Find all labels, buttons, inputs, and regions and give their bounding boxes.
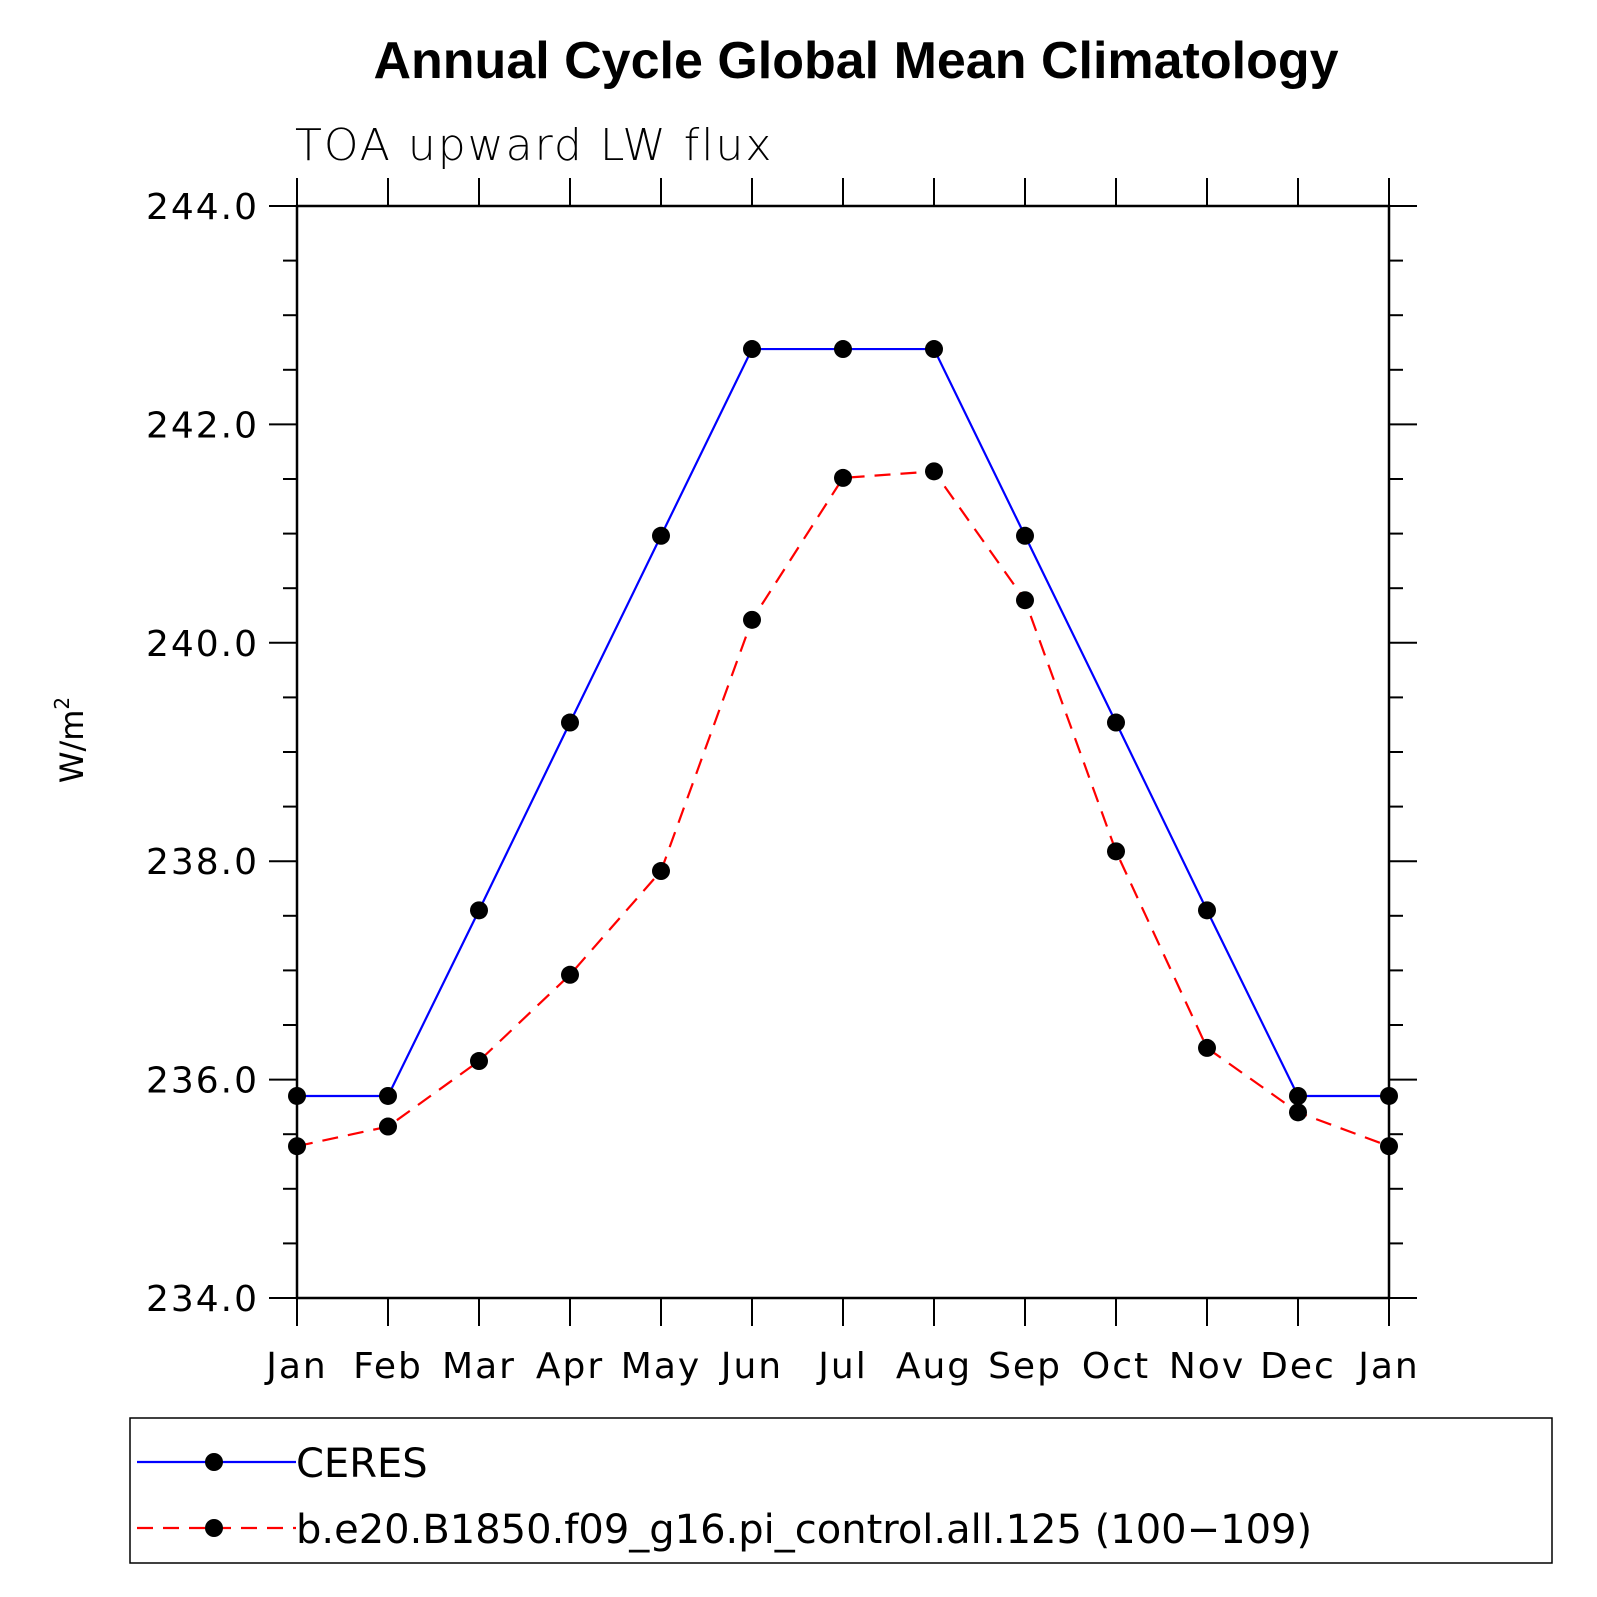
series-2-point xyxy=(925,462,943,481)
plot-frame xyxy=(295,204,1391,1300)
legend-label-1: CERES xyxy=(296,1441,428,1487)
series-line-1 xyxy=(297,347,1389,1098)
chart-subtitle: TOA upward LW flux xyxy=(295,120,773,171)
legend: CERES b.e20.B1850.f09_g16.pi_control.all.… xyxy=(129,1417,1553,1564)
series-2-point xyxy=(834,468,852,487)
series-1-point xyxy=(1289,1086,1307,1105)
chart-title: Annual Cycle Global Mean Climatology xyxy=(373,32,1338,90)
series-1-point xyxy=(288,1086,306,1105)
series-2-point xyxy=(652,862,670,881)
series-2-point xyxy=(379,1117,397,1136)
legend-marker-2 xyxy=(205,1519,223,1537)
series-2-point xyxy=(1289,1103,1307,1122)
series-1-point xyxy=(743,340,761,359)
x-tick-label: Oct xyxy=(1082,1346,1150,1387)
y-axis-label-unit: W/m xyxy=(53,710,91,784)
y-tick-label: 238.0 xyxy=(146,842,259,883)
x-tick-label: Feb xyxy=(353,1346,423,1387)
series-2-point xyxy=(1198,1038,1216,1057)
x-tick-label: Jul xyxy=(816,1346,867,1387)
series-2-point xyxy=(1380,1137,1398,1156)
legend-label-2: b.e20.B1850.f09_g16.pi_control.all.125 (… xyxy=(296,1507,1312,1553)
axes: 234.0 236.0 238.0 240.0 242.0 244.0 Jan Feb Mar A… xyxy=(146,178,1420,1387)
series-1-point xyxy=(1107,713,1125,732)
series-layer xyxy=(288,340,1398,1156)
y-tick-label: 240.0 xyxy=(146,624,259,665)
x-tick-label: Nov xyxy=(1169,1346,1245,1387)
series-2-point xyxy=(561,965,579,984)
legend-box xyxy=(129,1417,1553,1564)
x-tick-label: Jan xyxy=(264,1346,328,1387)
series-2-point xyxy=(288,1137,306,1156)
series-line-2 xyxy=(296,470,1390,1148)
y-tick-label: 244.0 xyxy=(146,187,259,228)
x-tick-label: Jan xyxy=(1356,1346,1420,1387)
y-tick-label: 236.0 xyxy=(146,1061,259,1102)
series-1-point xyxy=(561,713,579,732)
series-2-point xyxy=(1016,591,1034,610)
series-1-point xyxy=(925,340,943,359)
y-tick-label: 242.0 xyxy=(146,405,259,446)
y-tick-label: 234.0 xyxy=(146,1279,259,1320)
y-axis-label-exponent: 2 xyxy=(50,697,74,710)
series-1-point xyxy=(1016,526,1034,545)
legend-marker-1 xyxy=(205,1453,223,1471)
series-1-point xyxy=(470,901,488,920)
x-tick-label: Apr xyxy=(536,1346,604,1387)
x-tick-label: Aug xyxy=(896,1346,972,1387)
series-2-point xyxy=(470,1052,488,1071)
series-1-point xyxy=(1380,1086,1398,1105)
series-1-point xyxy=(1198,901,1216,920)
series-1-point xyxy=(652,526,670,545)
series-1-point xyxy=(834,340,852,359)
x-tick-label: Jun xyxy=(719,1346,783,1387)
series-2-point xyxy=(1107,842,1125,861)
x-tick-label: Mar xyxy=(442,1346,516,1387)
series-1-point xyxy=(379,1086,397,1105)
y-axis-label: W/m2 xyxy=(50,697,91,783)
x-tick-label: Sep xyxy=(988,1346,1062,1387)
series-2-point xyxy=(743,610,761,629)
x-tick-label: May xyxy=(621,1346,701,1387)
x-tick-label: Dec xyxy=(1260,1346,1336,1387)
